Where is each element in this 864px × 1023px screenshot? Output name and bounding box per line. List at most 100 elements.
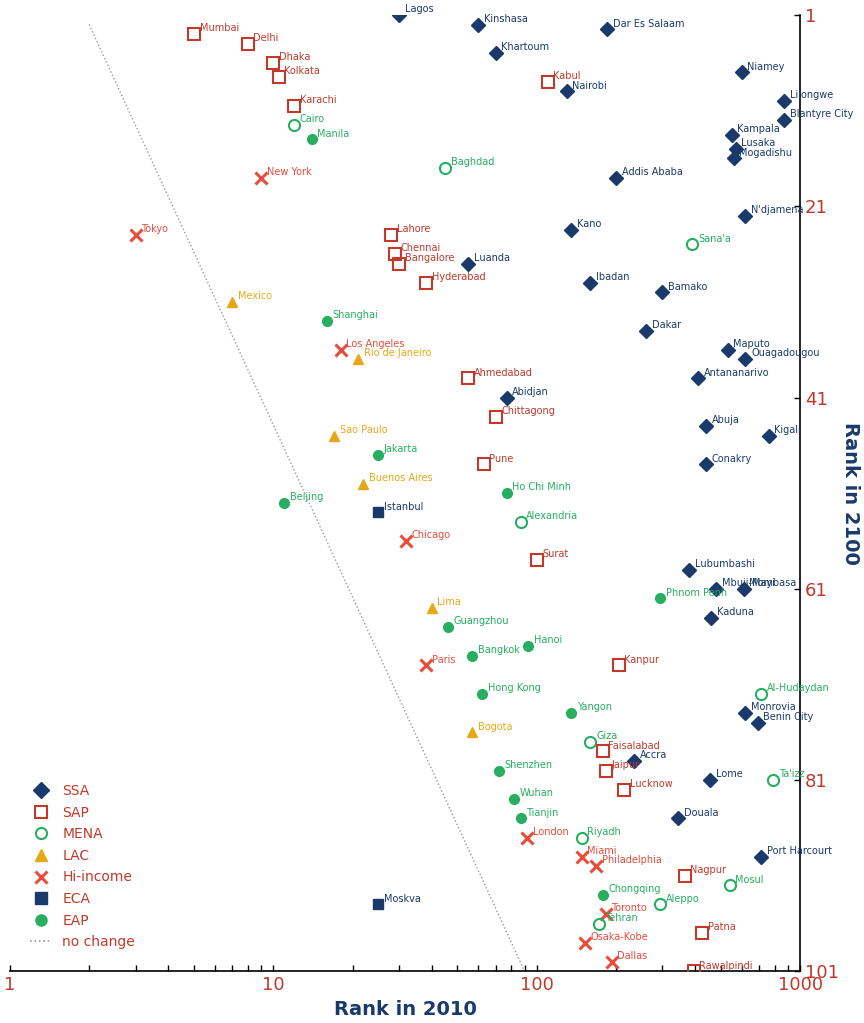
Text: Delhi: Delhi [253,33,279,43]
Text: Moskva: Moskva [384,894,421,903]
Text: Tianjin: Tianjin [526,807,559,817]
Text: Mexico: Mexico [238,292,272,301]
Text: Lima: Lima [437,597,461,608]
Text: Addis Ababa: Addis Ababa [621,167,683,177]
Text: Giza: Giza [596,731,617,741]
X-axis label: Rank in 2010: Rank in 2010 [334,999,476,1019]
Text: Khartoum: Khartoum [501,42,550,52]
Text: London: London [533,827,569,837]
Text: Beijing: Beijing [289,492,323,502]
Text: Hanoi: Hanoi [534,635,562,646]
Text: Cairo: Cairo [300,115,325,124]
Text: Jakarta: Jakarta [384,444,418,454]
Text: Rio de Janeiro: Rio de Janeiro [364,349,431,358]
Text: Kano: Kano [576,219,601,229]
Text: Blantyre City: Blantyre City [790,109,853,120]
Text: Kinshasa: Kinshasa [484,13,528,24]
Text: Bamako: Bamako [668,281,708,292]
Text: Nairobi: Nairobi [572,81,607,91]
Text: Baghdad: Baghdad [451,158,494,167]
Text: Paris: Paris [432,655,455,665]
Text: Buenos Aires: Buenos Aires [369,473,433,483]
Text: Ho Chi Minh: Ho Chi Minh [512,483,571,492]
Text: Mbuji-Mayi: Mbuji-Mayi [721,578,775,588]
Text: Shenzhen: Shenzhen [505,760,553,769]
Text: Abuja: Abuja [712,415,740,426]
Text: Kabul: Kabul [553,72,581,81]
Text: Jaipur: Jaipur [612,760,639,769]
Text: Aleppo: Aleppo [666,894,700,903]
Text: Osaka-Kobe: Osaka-Kobe [590,932,648,942]
Text: Mogadishu: Mogadishu [740,147,792,158]
Text: Manila: Manila [317,129,350,138]
Text: Tokyo: Tokyo [141,224,168,234]
Text: Rawalpindi: Rawalpindi [700,961,753,971]
Text: Ibadan: Ibadan [596,272,630,282]
Legend: SSA, SAP, MENA, LAC, Hi-income, ECA, EAP, no change: SSA, SAP, MENA, LAC, Hi-income, ECA, EAP… [25,779,141,954]
Text: Hyderabad: Hyderabad [432,272,486,282]
Text: Chennai: Chennai [401,243,441,254]
Text: Maputo: Maputo [733,339,770,349]
Text: Faisalabad: Faisalabad [608,741,660,751]
Y-axis label: Rank in 2100: Rank in 2100 [841,421,860,565]
Text: Kanpur: Kanpur [625,655,659,665]
Text: Al-Hudaydan: Al-Hudaydan [766,683,829,694]
Text: Dakar: Dakar [651,320,681,329]
Text: Phnom Penh: Phnom Penh [666,587,727,597]
Text: Wuhan: Wuhan [519,789,554,799]
Text: Conakry: Conakry [712,454,752,463]
Text: Dhaka: Dhaka [279,52,310,62]
Text: Chittagong: Chittagong [501,406,556,416]
Text: Karachi: Karachi [300,95,336,105]
Text: Sao Paulo: Sao Paulo [340,425,387,435]
Text: Ta'izz: Ta'izz [778,769,804,780]
Text: Lusaka: Lusaka [741,138,776,148]
Text: Miami: Miami [588,846,617,856]
Text: Dallas: Dallas [618,951,648,961]
Text: Guangzhou: Guangzhou [454,616,509,626]
Text: Hong Kong: Hong Kong [487,683,541,694]
Text: Los Angeles: Los Angeles [346,339,404,349]
Text: Chicago: Chicago [412,530,451,540]
Text: Nagpur: Nagpur [690,865,727,875]
Text: N'djamena: N'djamena [751,205,804,215]
Text: Kigali: Kigali [774,425,801,435]
Text: Toronto: Toronto [612,903,647,914]
Text: Mosul: Mosul [735,875,764,885]
Text: Surat: Surat [543,549,569,560]
Text: Dar Es Salaam: Dar Es Salaam [613,18,684,29]
Text: Mombasa: Mombasa [749,578,797,588]
Text: Chongqing: Chongqing [608,884,661,894]
Text: Istanbul: Istanbul [384,501,423,512]
Text: Port Harcourt: Port Harcourt [766,846,831,856]
Text: New York: New York [267,167,311,177]
Text: Lagos: Lagos [404,4,433,14]
Text: Douala: Douala [684,807,719,817]
Text: Patna: Patna [708,923,735,932]
Text: Philadelphia: Philadelphia [601,855,662,865]
Text: Ouagadougou: Ouagadougou [751,349,820,358]
Text: Lucknow: Lucknow [630,779,672,789]
Text: Yangon: Yangon [576,703,612,712]
Text: Niamey: Niamey [747,61,785,72]
Text: Antananarivo: Antananarivo [703,367,769,377]
Text: Kampala: Kampala [737,124,780,134]
Text: Bangkok: Bangkok [478,646,520,655]
Text: Tehran: Tehran [605,913,638,923]
Text: Benin City: Benin City [763,712,814,722]
Text: Luanda: Luanda [473,253,510,263]
Text: Lubumbashi: Lubumbashi [695,559,755,569]
Text: Bogota: Bogota [478,721,512,731]
Text: Shanghai: Shanghai [333,310,378,320]
Text: Sana'a: Sana'a [698,233,731,243]
Text: Abidjan: Abidjan [512,387,550,397]
Text: Accra: Accra [640,750,667,760]
Text: Alexandria: Alexandria [526,512,579,521]
Text: Lome: Lome [715,769,742,780]
Text: Lilongwe: Lilongwe [790,90,833,100]
Text: Kolkata: Kolkata [284,66,321,77]
Text: Pune: Pune [489,454,514,463]
Text: Ahmedabad: Ahmedabad [473,367,533,377]
Text: Bangalore: Bangalore [404,253,454,263]
Text: Monrovia: Monrovia [751,703,796,712]
